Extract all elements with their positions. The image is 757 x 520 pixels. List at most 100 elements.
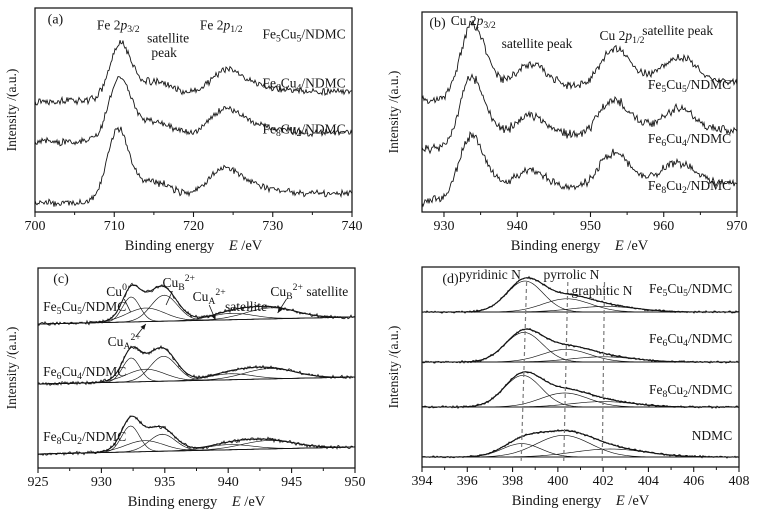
annotation-text: Cu 2p3/2 xyxy=(451,13,496,31)
spectrum-raw-curve xyxy=(422,20,737,105)
fit-component-curve xyxy=(422,443,739,458)
annotation-text: graphitic N xyxy=(571,283,632,298)
x-tick-label: 406 xyxy=(683,474,704,489)
arrowhead xyxy=(211,314,216,320)
panel-d: Fe5Cu5/NDMC Fe6Cu4/NDMC Fe8Cu2/NDMC NDMC pyr… xyxy=(386,266,750,509)
annotation-text: Cu 2p1/2 xyxy=(599,28,644,46)
spectrum-raw-curve xyxy=(422,131,737,208)
x-tick-label: 740 xyxy=(342,219,363,234)
fit-component-curve xyxy=(422,349,739,363)
x-tick-label: 394 xyxy=(412,474,433,489)
panel-tag: (c) xyxy=(53,272,69,287)
curves-group xyxy=(422,275,739,462)
y-axis-label: Intensity /(a.u.) xyxy=(4,69,19,152)
sample-label: Fe5Cu5/NDMC xyxy=(43,299,126,317)
spectrum-raw-curve xyxy=(422,73,737,155)
annotation-text: Fe 2p3/2 xyxy=(97,17,140,35)
axis-frame xyxy=(421,11,738,213)
spectrum-raw-curve xyxy=(422,275,739,314)
annotation-text: pyridinic N xyxy=(459,267,521,282)
annotation-text: peak xyxy=(151,45,177,60)
sample-label: Fe8Cu2/NDMC xyxy=(648,178,731,196)
spectrum-raw-curve xyxy=(38,344,355,386)
x-tick-label: 396 xyxy=(457,474,478,489)
panel-tag: (a) xyxy=(48,12,64,27)
x-tick-label: 945 xyxy=(281,475,302,490)
x-tick-label: 730 xyxy=(262,219,283,234)
spectrum-raw-curve xyxy=(35,40,352,106)
y-axis-label: Intensity /(a.u.) xyxy=(4,327,19,410)
leader-line xyxy=(165,290,173,306)
sample-label: Fe6Cu4/NDMC xyxy=(262,76,345,94)
annotation-text: Cu0 xyxy=(106,282,127,299)
curves-group xyxy=(422,20,737,208)
panel-a: Fe5Cu5/NDMC Fe6Cu4/NDMC Fe8Cu2/NDMC Fe 2p3/… xyxy=(4,7,363,254)
spectrum-raw-curve xyxy=(35,126,352,207)
fit-envelope-curve xyxy=(38,284,355,325)
annotation-text: CuB2+ xyxy=(162,273,195,293)
sample-label: Fe8Cu2/NDMC xyxy=(649,382,732,400)
x-tick-label: 970 xyxy=(727,219,748,234)
x-tick-label: 960 xyxy=(653,219,674,234)
x-tick-label: 408 xyxy=(729,474,750,489)
sample-label: NDMC xyxy=(692,428,733,443)
annotation-text: pyrrolic N xyxy=(544,267,600,282)
panel-tag: (d) xyxy=(442,272,459,287)
sample-label: Fe6Cu4/NDMC xyxy=(648,131,731,149)
x-tick-label: 700 xyxy=(25,219,46,234)
x-axis-label: Binding energy E /eV xyxy=(128,494,266,510)
x-tick-label: 720 xyxy=(183,219,204,234)
x-tick-label: 398 xyxy=(502,474,523,489)
y-axis-label: Intensity /(a.u.) xyxy=(386,71,401,154)
annotation-text: CuA2+ xyxy=(193,287,226,307)
sample-label: Fe6Cu4/NDMC xyxy=(43,364,126,382)
arrowhead xyxy=(140,324,146,330)
x-tick-label: 404 xyxy=(638,474,659,489)
panel-tag: (b) xyxy=(429,16,446,31)
panel-b: Fe5Cu5/NDMC Fe6Cu4/NDMC Fe8Cu2/NDMC Cu 2p3/… xyxy=(386,11,748,254)
guide-dashed-line xyxy=(601,281,606,462)
annotation-text: CuA2+ xyxy=(108,332,141,352)
annotation-text: satellite xyxy=(147,31,189,46)
sample-label: Fe5Cu5/NDMC xyxy=(648,77,731,95)
sample-label: Fe5Cu5/NDMC xyxy=(262,27,345,45)
guide-dashed-line xyxy=(563,281,569,462)
x-tick-label: 930 xyxy=(433,219,454,234)
sample-label: Fe8Cu2/NDMC xyxy=(262,121,345,139)
fit-component-curve xyxy=(422,298,739,313)
y-axis-label: Intensity /(a.u.) xyxy=(386,326,401,409)
annotation-text: satellite xyxy=(225,299,267,314)
curves-group xyxy=(35,40,352,207)
spectrum-raw-curve xyxy=(422,327,739,364)
sample-label: Fe6Cu4/NDMC xyxy=(649,331,732,349)
spectrum-raw-curve xyxy=(38,415,355,457)
x-tick-label: 940 xyxy=(218,475,239,490)
spectrum-raw-curve xyxy=(422,428,739,459)
x-tick-label: 402 xyxy=(593,474,614,489)
annotation-text: satellite peak xyxy=(502,36,573,51)
x-tick-label: 400 xyxy=(547,474,568,489)
sample-label: Fe8Cu2/NDMC xyxy=(43,429,126,447)
spectrum-raw-curve xyxy=(35,76,352,147)
spectrum-raw-curve xyxy=(38,282,355,327)
x-tick-label: 950 xyxy=(345,475,366,490)
x-tick-label: 950 xyxy=(580,219,601,234)
guide-dashed-line xyxy=(520,281,528,462)
curves-group xyxy=(38,282,355,457)
annotation-text: satellite peak xyxy=(642,23,713,38)
x-axis-label: Binding energy E /eV xyxy=(511,238,649,254)
x-axis-label: Binding energy E /eV xyxy=(512,493,650,509)
x-tick-label: 710 xyxy=(104,219,125,234)
x-tick-label: 935 xyxy=(154,475,175,490)
sample-label: Fe5Cu5/NDMC xyxy=(649,281,732,299)
panel-c: Fe5Cu5/NDMC Fe6Cu4/NDMC Fe8Cu2/NDMC Cu0 CuB2… xyxy=(4,267,366,510)
x-tick-label: 925 xyxy=(28,475,49,490)
leader-line xyxy=(123,298,131,313)
annotation-text: CuB2+ satellite xyxy=(270,282,348,302)
arrowhead xyxy=(277,307,283,313)
x-tick-label: 940 xyxy=(507,219,528,234)
fit-envelope-curve xyxy=(38,415,355,455)
annotation-text: Fe 2p1/2 xyxy=(200,17,243,35)
x-axis-label: Binding energy E /eV xyxy=(125,238,263,254)
